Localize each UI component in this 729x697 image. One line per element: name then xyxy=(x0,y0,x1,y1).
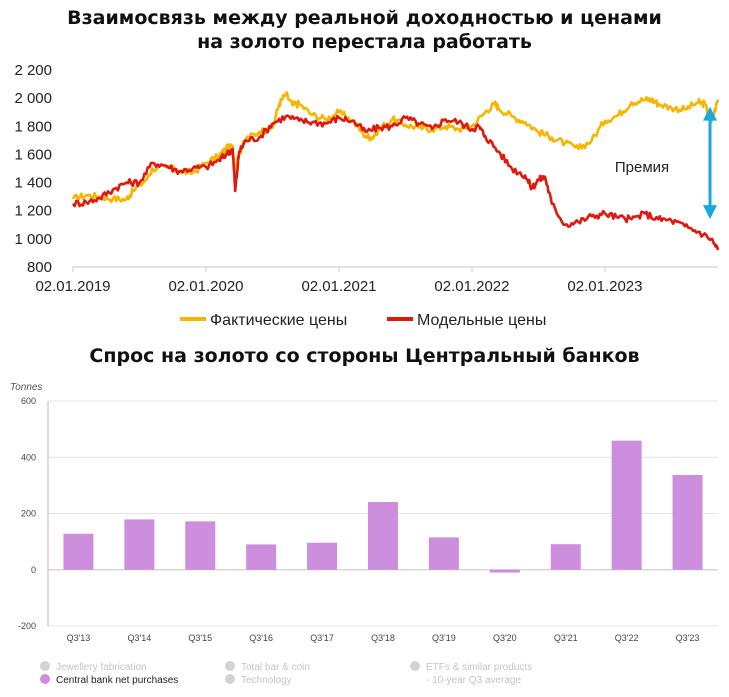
y-tick-label: 1 400 xyxy=(14,175,52,192)
chart-title-top-line2: на золото перестала работать xyxy=(197,31,532,53)
y-axis-label: Tonnes xyxy=(10,382,42,393)
premium-arrow-head-top xyxy=(703,106,717,121)
legend-marker xyxy=(40,674,50,684)
x-tick-label: 02.01.2020 xyxy=(168,278,243,295)
chart-title-top: Взаимосвязь между реальной доходностью и… xyxy=(0,6,729,54)
x-tick-label: Q3'20 xyxy=(493,633,517,643)
bar xyxy=(307,542,338,570)
x-tick-label: Q3'17 xyxy=(310,633,334,643)
x-tick-label: 02.01.2022 xyxy=(434,278,509,295)
premium-annotation: Премия xyxy=(615,159,669,176)
legend-marker xyxy=(40,661,50,671)
bar xyxy=(550,544,581,570)
y-tick-label: 1 600 xyxy=(14,146,52,163)
x-tick-label: Q3'19 xyxy=(432,633,456,643)
y-tick-label: 0 xyxy=(31,565,36,575)
bar xyxy=(124,519,155,570)
bar xyxy=(246,544,277,570)
bar xyxy=(185,521,216,570)
x-tick-label: Q3'23 xyxy=(676,633,700,643)
legend-label: Модельные цены xyxy=(417,312,546,329)
y-tick-label: 2 000 xyxy=(14,90,52,107)
x-tick-label: Q3'18 xyxy=(371,633,395,643)
legend-label: Technology xyxy=(241,675,292,686)
x-tick-label: 02.01.2023 xyxy=(567,278,642,295)
y-tick-label: 800 xyxy=(27,259,52,276)
y-tick-label: -200 xyxy=(18,621,36,631)
legend-label: Total bar & coin xyxy=(241,662,310,673)
x-tick-label: Q3'13 xyxy=(67,633,91,643)
bar xyxy=(672,474,703,570)
x-tick-label: Q3'21 xyxy=(554,633,578,643)
y-tick-label: 200 xyxy=(21,509,36,519)
y-tick-label: 1 000 xyxy=(14,231,52,248)
y-tick-label: 2 200 xyxy=(14,62,52,79)
legend-marker xyxy=(225,674,235,684)
x-tick-label: Q3'16 xyxy=(249,633,273,643)
bar xyxy=(611,440,642,570)
bar xyxy=(489,569,520,573)
y-tick-label: 400 xyxy=(21,452,36,462)
bar xyxy=(428,537,459,570)
series-line-model-prices xyxy=(71,114,720,251)
bar xyxy=(368,501,398,570)
gold-price-line-chart: 2 200 2 000 1 800 1 600 1 400 1 200 1 000 800 02… xyxy=(14,62,720,329)
premium-arrow-head-bottom xyxy=(703,205,717,220)
x-tick-label: Q3'14 xyxy=(127,633,151,643)
y-tick-label: 1 800 xyxy=(14,118,52,135)
bar xyxy=(63,533,94,570)
legend-label: Central bank net purchases xyxy=(56,675,178,686)
x-tick-label: 02.01.2019 xyxy=(35,278,110,295)
legend-label: Jewellery fabrication xyxy=(56,662,147,673)
x-tick-label: Q3'15 xyxy=(188,633,212,643)
legend-marker xyxy=(410,661,420,671)
series-line-actual-prices xyxy=(71,91,720,204)
chart-title-bottom: Спрос на золото со стороны Центральный б… xyxy=(89,345,640,367)
x-tick-label: 02.01.2021 xyxy=(301,278,376,295)
y-tick-label: 600 xyxy=(21,396,36,406)
chart-title-top-line1: Взаимосвязь между реальной доходностью и… xyxy=(67,7,662,29)
y-tick-label: 1 200 xyxy=(14,203,52,220)
legend-label: Фактические цены xyxy=(210,312,347,329)
legend-label: ETFs & similar products xyxy=(426,662,532,673)
legend-marker xyxy=(225,661,235,671)
x-tick-label: Q3'22 xyxy=(615,633,639,643)
legend-label: - 10-year Q3 average xyxy=(426,675,521,686)
